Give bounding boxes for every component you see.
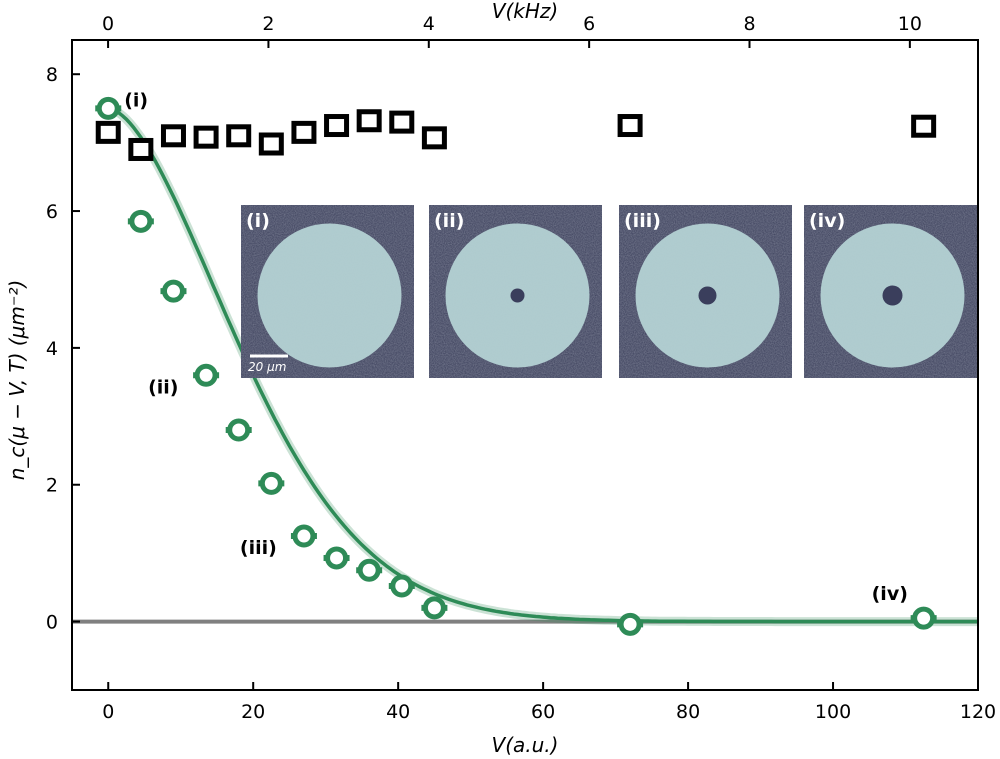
total-density-point bbox=[291, 120, 317, 144]
x-tick-label: 40 bbox=[386, 701, 410, 723]
total-density-point bbox=[128, 137, 154, 161]
top-x-tick-label: 10 bbox=[898, 13, 922, 35]
y-tick-label: 0 bbox=[46, 612, 58, 634]
top-x-tick-label: 2 bbox=[262, 13, 274, 35]
condensate-density-point bbox=[618, 612, 642, 636]
depletion-hole bbox=[698, 286, 717, 305]
total-density-point bbox=[258, 132, 284, 156]
top-x-tick-label: 6 bbox=[583, 13, 595, 35]
condensate-density-point bbox=[390, 574, 414, 598]
x-tick-label: 60 bbox=[531, 701, 555, 723]
x-axis-title: V(a.u.) bbox=[492, 733, 559, 757]
inset-image: (ii) bbox=[429, 205, 602, 378]
condensate-density-point bbox=[422, 596, 446, 620]
condensate-density-point bbox=[325, 546, 349, 570]
inset-label: (ii) bbox=[434, 210, 464, 232]
condensate-disk bbox=[257, 223, 402, 368]
total-density-point bbox=[95, 120, 121, 144]
condensate-density-point bbox=[912, 606, 936, 630]
point-annotation: (iv) bbox=[872, 583, 908, 605]
condensate-density-point bbox=[96, 96, 120, 120]
x-tick-label: 120 bbox=[960, 701, 996, 723]
top-x-axis-title: V(kHz) bbox=[492, 0, 558, 23]
y-tick-label: 8 bbox=[46, 64, 58, 86]
top-x-tick-label: 8 bbox=[743, 13, 755, 35]
y-tick-label: 6 bbox=[46, 201, 58, 223]
total-density-point bbox=[226, 124, 252, 148]
inset-image: (iv) bbox=[804, 205, 977, 378]
total-density-point bbox=[389, 110, 415, 134]
condensate-density-point bbox=[357, 558, 381, 582]
total-density-point bbox=[911, 114, 937, 138]
x-tick-label: 100 bbox=[815, 701, 851, 723]
condensate-density-point bbox=[292, 524, 316, 548]
condensate-density-point bbox=[129, 209, 153, 233]
scale-bar-label: 20 μm bbox=[248, 360, 286, 374]
depletion-hole bbox=[882, 285, 903, 306]
top-x-tick-label: 0 bbox=[102, 13, 114, 35]
inset-label: (i) bbox=[246, 210, 270, 232]
inset-image: (iii) bbox=[619, 205, 792, 378]
total-density-point bbox=[160, 124, 186, 148]
condensate-density-point bbox=[194, 363, 218, 387]
total-density-point bbox=[356, 109, 382, 133]
point-annotation: (ii) bbox=[148, 376, 178, 398]
y-tick-label: 2 bbox=[46, 475, 58, 497]
x-tick-label: 0 bbox=[102, 701, 114, 723]
x-tick-label: 80 bbox=[676, 701, 700, 723]
total-density-point bbox=[324, 114, 350, 138]
total-density-point bbox=[193, 125, 219, 149]
y-tick-label: 4 bbox=[46, 338, 58, 360]
condensate-density-point bbox=[161, 279, 185, 303]
total-density-point bbox=[421, 126, 447, 150]
condensate-density-point bbox=[227, 418, 251, 442]
point-annotation: (iii) bbox=[240, 537, 277, 559]
depletion-hole bbox=[510, 288, 525, 303]
plot-frame bbox=[71, 39, 979, 691]
inset-image: (i) 20 μm bbox=[241, 205, 414, 378]
condensate-density-point bbox=[259, 471, 283, 495]
top-x-tick-label: 4 bbox=[423, 13, 435, 35]
y-axis-title: n_c(μ − V, T) (μm⁻²) bbox=[5, 280, 29, 481]
point-annotation: (i) bbox=[124, 89, 148, 111]
total-density-point bbox=[617, 114, 643, 138]
x-tick-label: 20 bbox=[241, 701, 265, 723]
inset-label: (iii) bbox=[624, 210, 661, 232]
inset-label: (iv) bbox=[809, 210, 845, 232]
